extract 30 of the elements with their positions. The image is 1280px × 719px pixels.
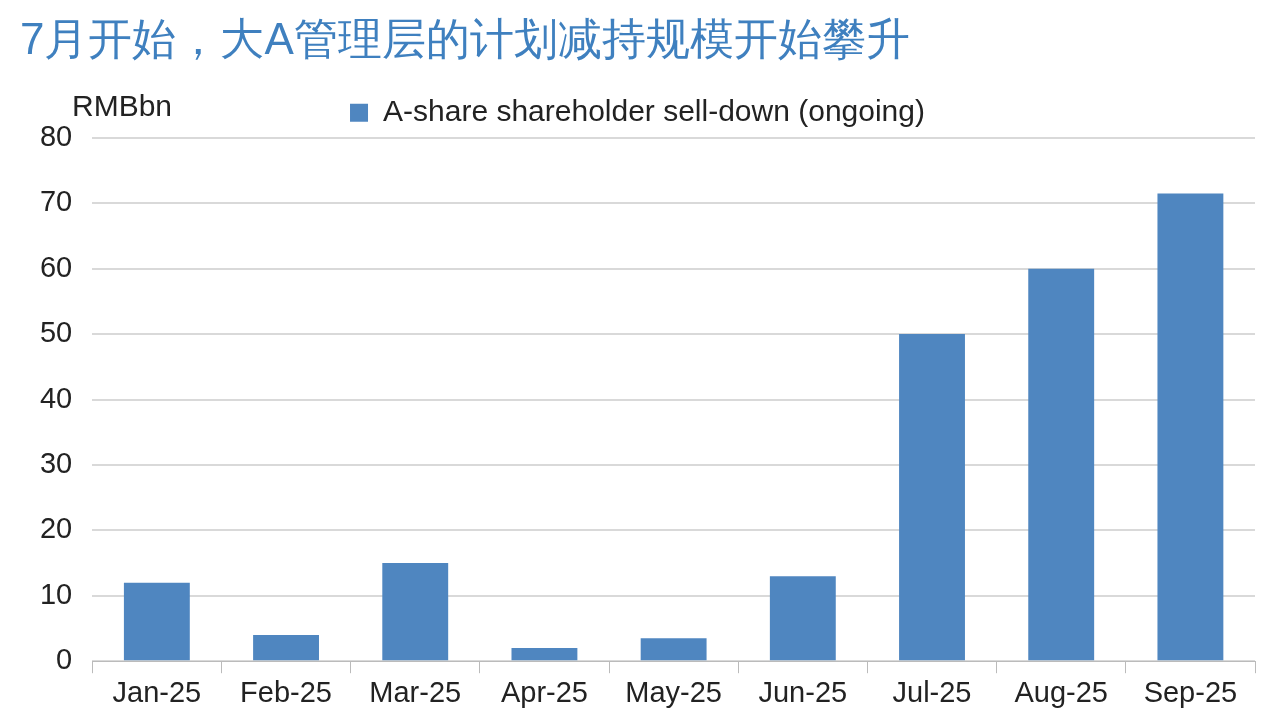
bar bbox=[640, 638, 707, 661]
x-tick-label: Apr-25 bbox=[500, 675, 588, 708]
y-tick-label: 40 bbox=[39, 381, 73, 414]
y-axis-title: RMBbn bbox=[72, 89, 173, 123]
y-tick-label: 50 bbox=[39, 316, 73, 349]
x-tick-label: Feb-25 bbox=[240, 675, 332, 708]
y-tick-label: 10 bbox=[39, 577, 73, 610]
y-tick-label: 0 bbox=[56, 643, 73, 676]
y-tick-label: 30 bbox=[39, 446, 73, 479]
bar bbox=[382, 563, 449, 661]
bar bbox=[1028, 268, 1095, 661]
bar bbox=[769, 576, 836, 661]
chart-title: 7月开始，大A管理层的计划减持规模开始攀升 bbox=[20, 13, 910, 63]
x-tick-label: Jul-25 bbox=[892, 675, 972, 708]
y-tick-label: 20 bbox=[39, 512, 73, 545]
y-tick-label: 70 bbox=[39, 185, 73, 218]
bar bbox=[511, 648, 578, 661]
x-tick-label: Sep-25 bbox=[1143, 675, 1238, 708]
bar bbox=[1157, 193, 1224, 661]
x-tick-label: May-25 bbox=[625, 675, 722, 708]
legend-label: A-share shareholder sell-down (ongoing) bbox=[383, 94, 925, 128]
x-tick-label: Jun-25 bbox=[758, 675, 848, 708]
y-tick-label: 80 bbox=[39, 119, 73, 152]
bar bbox=[899, 334, 965, 661]
y-tick-label: 60 bbox=[39, 250, 73, 283]
x-tick-label: Aug-25 bbox=[1014, 675, 1108, 708]
bar bbox=[123, 582, 190, 661]
x-tick-label: Jan-25 bbox=[112, 675, 202, 708]
bar bbox=[253, 635, 319, 661]
x-tick-label: Mar-25 bbox=[369, 675, 462, 708]
